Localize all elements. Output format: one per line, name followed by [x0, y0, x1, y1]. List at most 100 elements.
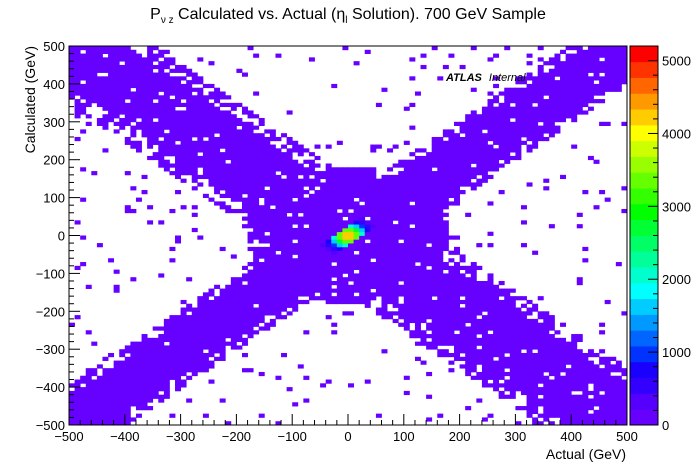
heatmap-cell [442, 133, 449, 138]
heatmap-cell [554, 387, 561, 392]
heatmap-cell [470, 269, 477, 274]
heatmap-cell [197, 57, 204, 62]
heatmap-cell [281, 246, 288, 252]
heatmap-cell [560, 95, 567, 100]
heatmap-cell [286, 201, 293, 206]
heatmap-cell [147, 53, 154, 58]
heatmap-cell [158, 83, 165, 89]
heatmap-cell [560, 409, 567, 415]
heatmap-cell [465, 144, 472, 149]
heatmap-cell [281, 299, 288, 305]
heatmap-cell [359, 216, 366, 221]
heatmap-cell [437, 186, 444, 191]
heatmap-cell [281, 190, 288, 195]
heatmap-cell [342, 197, 349, 202]
heatmap-cell [141, 402, 148, 407]
heatmap-cell [258, 163, 265, 168]
heatmap-cell [264, 254, 271, 259]
heatmap-cell [509, 148, 516, 153]
heatmap-cell [565, 379, 572, 384]
heatmap-cell [409, 159, 416, 164]
heatmap-cell [292, 174, 299, 180]
heatmap-cell [230, 144, 237, 149]
heatmap-cell [214, 326, 221, 331]
heatmap-cell [297, 258, 304, 263]
heatmap-cell [208, 318, 215, 324]
heatmap-cell [621, 371, 628, 377]
heatmap-cell [230, 315, 237, 320]
heatmap-cell [113, 390, 120, 396]
heatmap-cell [604, 76, 611, 81]
heatmap-cell [141, 133, 148, 138]
heatmap-cell [615, 413, 622, 418]
heatmap-cell [197, 182, 204, 187]
heatmap-cell [537, 326, 544, 331]
heatmap-cell [258, 284, 265, 289]
heatmap-cell [615, 83, 622, 89]
heatmap-cell [275, 178, 282, 183]
heatmap-cell [113, 114, 120, 119]
heatmap-cell [113, 68, 120, 73]
heatmap-cell [175, 133, 181, 138]
heatmap-cell [96, 102, 103, 108]
heatmap-cell [108, 46, 115, 51]
heatmap-cell [520, 375, 527, 380]
heatmap-cell [353, 190, 360, 195]
heatmap-cell [426, 394, 433, 399]
heatmap-cell [571, 409, 578, 415]
heatmap-cell [236, 174, 243, 180]
heatmap-cell [269, 193, 276, 198]
heatmap-cell [392, 250, 399, 255]
heatmap-cell [80, 53, 87, 58]
heatmap-cell [465, 163, 472, 168]
colorbar-segment [630, 330, 658, 347]
heatmap-cell [571, 406, 578, 411]
heatmap-cell [320, 205, 327, 210]
heatmap-cell [214, 182, 221, 187]
heatmap-cell [275, 296, 282, 301]
heatmap-cell [275, 152, 282, 157]
heatmap-cell [493, 375, 500, 380]
heatmap-cell [292, 201, 299, 206]
heatmap-cell [571, 76, 578, 81]
heatmap-cell [158, 379, 165, 384]
heatmap-cell [275, 220, 282, 225]
heatmap-cell [275, 239, 282, 244]
heatmap-cell [275, 193, 282, 198]
heatmap-cell [286, 193, 293, 198]
heatmap-cell [420, 174, 427, 180]
heatmap-cell [476, 121, 483, 126]
heatmap-cell [191, 349, 198, 354]
heatmap-cell [135, 53, 142, 58]
heatmap-cell [124, 345, 131, 350]
heatmap-cell [314, 178, 321, 183]
heatmap-cell [135, 352, 142, 358]
heatmap-cell [448, 303, 455, 308]
heatmap-cell [565, 341, 572, 346]
heatmap-cell [481, 318, 488, 324]
heatmap-cell [560, 383, 567, 388]
heatmap-cell [175, 371, 181, 377]
heatmap-cell [236, 318, 243, 324]
heatmap-cell [459, 152, 466, 157]
heatmap-cell [108, 417, 115, 422]
heatmap-cell [314, 208, 321, 214]
heatmap-cell [130, 61, 137, 66]
heatmap-cell [414, 227, 421, 233]
heatmap-cell [191, 227, 198, 233]
heatmap-cell [554, 106, 561, 111]
heatmap-cell [247, 235, 254, 240]
heatmap-cell [498, 292, 505, 297]
heatmap-cell [454, 349, 460, 354]
heatmap-cell [560, 99, 567, 104]
heatmap-cell [398, 197, 405, 202]
heatmap-cell [414, 250, 421, 255]
heatmap-cell [69, 402, 75, 407]
heatmap-cell [481, 140, 488, 145]
heatmap-cell [470, 186, 477, 191]
heatmap-cell [292, 216, 299, 221]
heatmap-cell [420, 273, 427, 278]
heatmap-cell [113, 49, 120, 54]
heatmap-cell [532, 83, 539, 89]
heatmap-cell [599, 53, 606, 58]
